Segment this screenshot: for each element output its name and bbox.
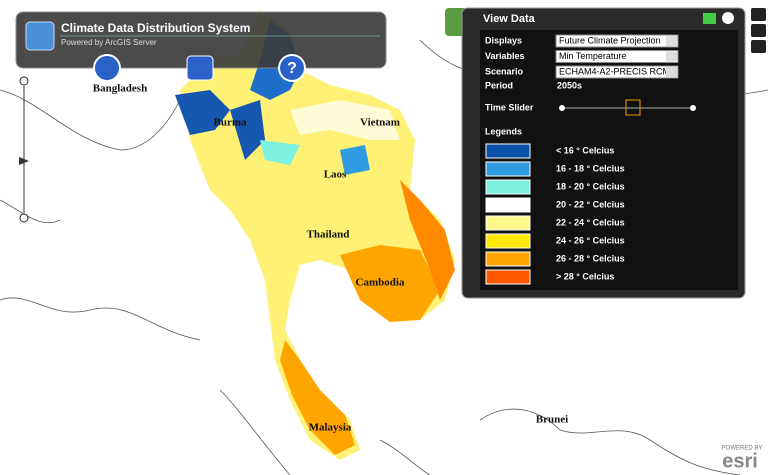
raster-cool-west: [175, 90, 230, 135]
legend-swatch: [485, 161, 531, 177]
legend-label: 18 - 20 ° Celcius: [556, 181, 625, 191]
raster-warm-malaysia: [280, 340, 355, 455]
app-subtitle: Powered by ArcGIS Server: [61, 38, 157, 47]
app-title: Climate Data Distribution System: [61, 21, 250, 35]
map-label: Vietnam: [360, 117, 400, 129]
field-label: Scenario: [485, 66, 524, 76]
nav-buttons: [751, 8, 766, 53]
legend-label: 16 - 18 ° Celcius: [556, 163, 625, 173]
help-button[interactable]: [278, 54, 306, 82]
panel-title: View Data: [483, 13, 536, 25]
period-label: Period: [485, 80, 513, 90]
raster-cool: [230, 100, 265, 160]
map-label: Thailand: [307, 229, 350, 241]
legend-label: 24 - 26 ° Celcius: [556, 235, 625, 245]
legend-swatch: [485, 197, 531, 213]
slider-label: Time Slider: [485, 102, 534, 112]
zoom-out[interactable]: [19, 213, 29, 223]
raster-white: [290, 100, 400, 140]
minimize-button[interactable]: [703, 13, 716, 24]
logo-small: POWERED BY: [722, 446, 763, 452]
legend-swatch: [485, 143, 531, 159]
navigate-button[interactable]: [93, 54, 121, 82]
dropdown-value: ECHAM4-A2-PRECIS RCM: [559, 66, 670, 76]
raster-mild: [260, 140, 300, 165]
field-label: Displays: [485, 35, 522, 45]
slider-end: [690, 105, 696, 111]
dropdown-arrow: [666, 67, 677, 77]
dropdown-arrow: [666, 51, 677, 62]
zoom-in[interactable]: [19, 76, 29, 86]
raster-cool-laos: [340, 145, 370, 175]
period-value: 2050s: [557, 80, 582, 90]
slider-end: [559, 105, 565, 111]
raster-warm-coast: [400, 180, 455, 300]
legend-label: < 16 ° Celcius: [556, 145, 614, 155]
logo-brand: esri: [722, 450, 758, 472]
legend-label: > 28 ° Celcius: [556, 271, 614, 281]
dropdown[interactable]: [555, 34, 679, 48]
app-logo: [25, 21, 55, 51]
help-icon: ?: [287, 60, 297, 77]
map-label: Bangladesh: [93, 83, 147, 95]
zoom-thumb[interactable]: [19, 157, 29, 165]
raster-warm-cambodia: [340, 245, 440, 322]
dropdown-arrow: [666, 36, 677, 46]
legend-label: 22 - 24 ° Celcius: [556, 217, 625, 227]
map-label: Brunei: [536, 414, 568, 426]
dropdown[interactable]: [555, 65, 679, 79]
legend-swatch: [485, 215, 531, 231]
map-label: Laos: [324, 169, 347, 181]
nav-button[interactable]: [751, 8, 766, 21]
legend-swatch: [485, 269, 531, 285]
nav-button[interactable]: [751, 40, 766, 53]
slider-thumb[interactable]: [625, 99, 641, 116]
close-button[interactable]: [722, 12, 734, 24]
map-label: Burma: [214, 117, 248, 129]
dropdown-value: Future Climate Projection: [559, 35, 661, 45]
legend-label: 20 - 22 ° Celcius: [556, 199, 625, 209]
dropdown[interactable]: [555, 50, 679, 63]
legend-title: Legends: [485, 126, 522, 136]
legend-swatch: [485, 179, 531, 195]
legend-swatch: [485, 251, 531, 267]
nav-button[interactable]: [751, 24, 766, 37]
map-label: Cambodia: [356, 277, 405, 289]
legend-swatch: [485, 233, 531, 249]
field-label: Variables: [485, 51, 525, 61]
tools-button[interactable]: [186, 55, 214, 81]
map-label: Malaysia: [309, 422, 352, 434]
dropdown-value: Min Temperature: [559, 51, 626, 61]
legend-label: 26 - 28 ° Celcius: [556, 253, 625, 263]
